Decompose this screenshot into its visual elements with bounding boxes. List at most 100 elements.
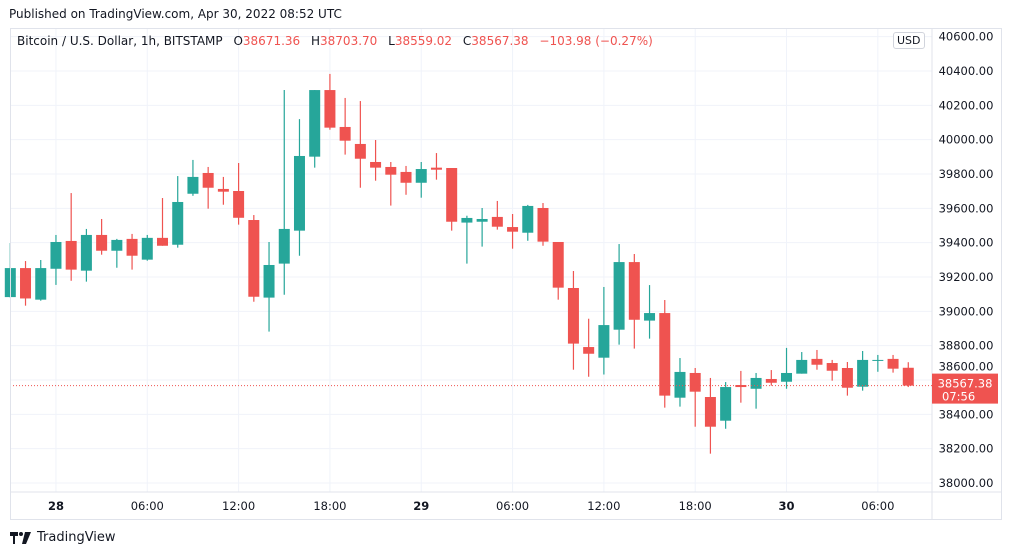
candle-down — [887, 354, 899, 373]
candle-body — [111, 239, 123, 251]
candle-up — [141, 234, 153, 261]
y-tick-label: 39200.00 — [939, 270, 994, 284]
candle-body — [491, 216, 503, 227]
candle-down — [400, 165, 412, 195]
candle-down — [446, 167, 458, 231]
candle-up — [309, 90, 321, 168]
x-tick-label: 18:00 — [313, 499, 346, 513]
candle-body — [598, 325, 610, 358]
y-tick-label: 38800.00 — [939, 339, 994, 353]
candle-up — [522, 204, 534, 241]
candle-body — [80, 234, 92, 271]
y-tick-label: 38000.00 — [939, 476, 994, 490]
currency-badge[interactable]: USD — [893, 32, 925, 49]
candle-body — [750, 377, 762, 389]
candle-body — [765, 378, 777, 383]
candle-down — [217, 176, 229, 205]
candle-body — [370, 161, 382, 168]
candle-body — [507, 227, 519, 232]
candle-up — [35, 260, 47, 301]
time-axis: 28 06:00 12:00 18:00 29 06:00 12:00 18:00 30 06:0… — [48, 499, 894, 513]
x-tick-label: 06:00 — [861, 499, 894, 513]
symbol-title: Bitcoin / U.S. Dollar, 1h, BITSTAMP — [17, 34, 223, 48]
last-price-value: 38567.38 — [938, 377, 993, 391]
candle-body — [811, 358, 823, 365]
candle-up — [781, 347, 793, 389]
candle-body — [689, 372, 701, 392]
y-tick-label: 39600.00 — [939, 201, 994, 215]
candle-up — [80, 228, 92, 282]
candle-body — [309, 90, 321, 157]
candle-body — [217, 188, 229, 192]
y-tick-label: 40400.00 — [939, 64, 994, 78]
candle-down — [339, 97, 351, 155]
candle-body — [4, 268, 16, 298]
candle-up — [461, 215, 473, 264]
candle-up — [476, 207, 488, 247]
candle-body — [735, 384, 747, 388]
close-value: 38567.38 — [471, 34, 529, 48]
candle-body — [461, 217, 473, 223]
candle-body — [644, 313, 656, 321]
candle-down — [841, 361, 853, 396]
candle-down — [324, 73, 336, 130]
x-tick-label: 30 — [779, 499, 795, 513]
candle-body — [674, 371, 686, 398]
candle-body — [704, 397, 716, 427]
candle-body — [567, 287, 579, 344]
candle-up — [4, 243, 16, 298]
candle-body — [552, 241, 564, 288]
x-tick-label: 12:00 — [587, 499, 620, 513]
candle-down — [65, 193, 77, 281]
candle-up — [187, 159, 199, 196]
candle-body — [65, 240, 77, 270]
candle-body — [446, 167, 458, 222]
candle-body — [385, 166, 397, 175]
published-caption: Published on TradingView.com, Apr 30, 20… — [9, 7, 342, 21]
grid — [10, 28, 1002, 520]
candle-down — [826, 359, 838, 381]
candle-body — [187, 176, 199, 194]
open-value: 38671.36 — [242, 34, 301, 48]
candle-body — [613, 262, 625, 330]
candle-body — [659, 313, 671, 396]
tradingview-logo[interactable]: TradingView — [10, 530, 116, 545]
candle-up — [872, 354, 884, 372]
candle-down — [202, 166, 214, 209]
open-label: O — [233, 34, 243, 48]
candle-body — [157, 237, 168, 246]
y-tick-label: 39800.00 — [939, 167, 994, 181]
candle-body — [430, 167, 442, 170]
candle-body — [172, 201, 184, 245]
candle-down — [96, 218, 108, 255]
candle-up — [857, 351, 869, 391]
candle-body — [126, 238, 138, 256]
candle-down — [507, 214, 519, 249]
candle-body — [628, 262, 640, 320]
y-tick-label: 39000.00 — [939, 304, 994, 318]
candle-up — [172, 176, 184, 248]
candle-body — [233, 191, 245, 218]
candle-down — [552, 241, 564, 300]
candle-up — [50, 234, 62, 285]
y-tick-label: 39400.00 — [939, 236, 994, 250]
x-tick-label: 18:00 — [679, 499, 712, 513]
x-tick-label: 12:00 — [222, 499, 255, 513]
high-value: 38703.70 — [320, 34, 378, 48]
candle-body — [902, 367, 914, 386]
y-tick-label: 38600.00 — [939, 360, 994, 374]
candle-up — [263, 241, 275, 332]
candle-down — [491, 200, 503, 230]
candle-up — [750, 372, 762, 409]
candle-up — [796, 352, 808, 374]
low-value: 38559.02 — [394, 34, 453, 48]
tradingview-logo-icon — [10, 531, 31, 544]
candle-body — [293, 155, 305, 231]
candle-down — [20, 261, 32, 306]
candle-body — [263, 264, 275, 298]
candle-body — [841, 367, 853, 388]
candle-body — [583, 347, 595, 354]
bar-countdown: 07:56 — [942, 390, 975, 404]
candle-up — [674, 358, 686, 407]
